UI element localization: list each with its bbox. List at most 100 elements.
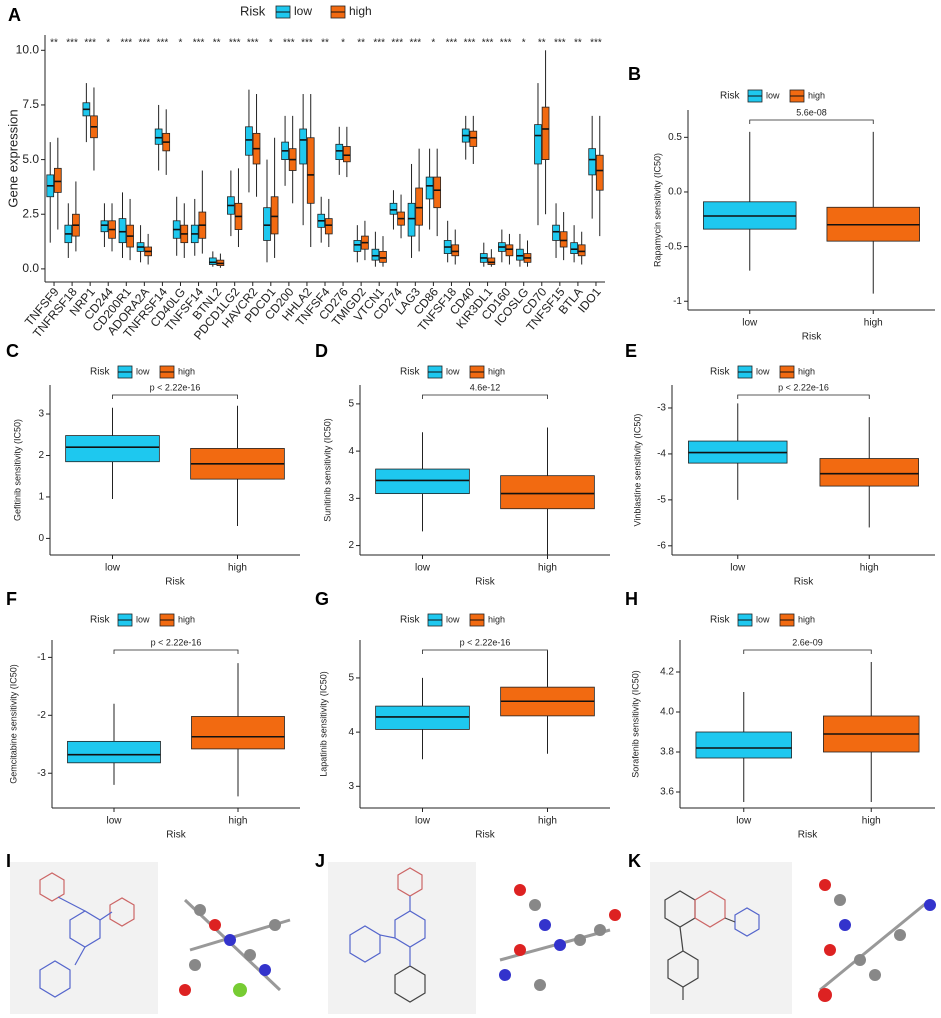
y-axis-label: Sorafenib sensitivity (IC50) xyxy=(630,670,640,778)
significance: *** xyxy=(464,38,476,49)
y-tick-label: 2 xyxy=(348,540,354,551)
y-tick-label: 4 xyxy=(348,446,354,457)
panel: E Risk low high -6 -5 -4 -3 Vinblastine sensitiv… xyxy=(625,341,935,588)
x-axis-label: Risk xyxy=(165,577,185,588)
structure-2d-bg xyxy=(10,862,158,1014)
box xyxy=(487,257,496,265)
y-tick-label: -0.5 xyxy=(665,241,683,252)
x-tick-label: high xyxy=(862,816,881,827)
legend-label: high xyxy=(798,614,815,624)
p-value: p < 2.22e-16 xyxy=(460,637,511,647)
x-tick-label: low xyxy=(106,816,122,827)
box xyxy=(335,143,344,160)
box xyxy=(433,176,442,209)
box xyxy=(588,148,597,176)
panel: F Risk low high -3 -2 -1 Gemcitabine sensitivit… xyxy=(6,589,300,841)
structure-2d xyxy=(664,890,760,1000)
panel-label: D xyxy=(315,341,328,361)
significance: * xyxy=(522,38,526,49)
y-tick-label: -3 xyxy=(37,768,46,779)
box xyxy=(306,137,315,204)
panel: H Risk low high 3.6 3.8 4.0 4.2 Sorafenib sensit… xyxy=(625,589,935,841)
legend-label: low xyxy=(756,614,770,624)
significance: ** xyxy=(357,38,365,49)
significance: ** xyxy=(538,38,546,49)
legend: Risk low high xyxy=(710,365,815,379)
box xyxy=(541,106,550,160)
y-tick-label: 3.6 xyxy=(660,787,674,798)
legend-label: low xyxy=(136,614,150,624)
legend: Risk low high xyxy=(240,3,372,18)
box xyxy=(577,244,586,257)
x-tick-label: high xyxy=(229,816,248,827)
significance: * xyxy=(269,38,273,49)
box xyxy=(270,196,279,235)
legend-title: Risk xyxy=(710,615,730,626)
legend-label: high xyxy=(798,366,815,376)
structure-2d-bg xyxy=(328,862,476,1014)
significance: ** xyxy=(213,38,221,49)
significance: *** xyxy=(391,38,403,49)
y-tick-label: 3.8 xyxy=(660,747,674,758)
box xyxy=(415,187,423,226)
p-value: p < 2.22e-16 xyxy=(151,637,202,647)
box xyxy=(154,128,163,145)
x-axis-label: Risk xyxy=(798,830,818,841)
legend-label: high xyxy=(349,4,372,18)
significance: *** xyxy=(247,38,259,49)
x-axis-label: Risk xyxy=(475,577,495,588)
y-tick-label: -4 xyxy=(657,449,666,460)
legend-title: Risk xyxy=(400,367,420,378)
significance: *** xyxy=(84,38,96,49)
box xyxy=(570,242,578,254)
box xyxy=(53,167,62,193)
y-tick-label: 0 xyxy=(38,533,44,544)
p-value: 4.6e-12 xyxy=(470,382,501,392)
y-tick-label: 5 xyxy=(348,399,354,410)
y-tick-label: 4 xyxy=(348,727,354,738)
box xyxy=(516,248,524,261)
p-value: p < 2.22e-16 xyxy=(150,382,201,392)
x-axis-label: Risk xyxy=(475,830,495,841)
p-bracket xyxy=(422,649,548,654)
box xyxy=(534,124,542,165)
significance: * xyxy=(431,38,435,49)
y-tick-label: 0.0 xyxy=(22,261,39,275)
legend-title: Risk xyxy=(240,3,266,18)
y-tick-label: -3 xyxy=(657,403,666,414)
box xyxy=(245,126,253,156)
box xyxy=(819,458,919,487)
x-axis-label: Risk xyxy=(166,830,186,841)
box xyxy=(695,731,792,759)
x-tick-label: high xyxy=(228,563,247,574)
p-value: 5.6e-08 xyxy=(796,107,827,117)
panel: G Risk low high 3 4 5 Lapatinib sensitivity (IC… xyxy=(315,589,610,841)
significance: *** xyxy=(120,38,132,49)
box xyxy=(552,224,560,241)
legend: Risk low high xyxy=(90,613,195,627)
y-tick-label: 1 xyxy=(38,492,44,503)
significance: *** xyxy=(554,38,566,49)
legend: Risk low high xyxy=(710,613,815,627)
box xyxy=(263,207,271,241)
p-bracket xyxy=(422,394,548,399)
significance: *** xyxy=(590,38,602,49)
significance: *** xyxy=(229,38,241,49)
p-bracket xyxy=(113,649,239,654)
box xyxy=(343,146,351,163)
significance: *** xyxy=(373,38,385,49)
box xyxy=(371,248,380,261)
structure-panel-k xyxy=(650,862,936,1014)
panel-label: E xyxy=(625,341,637,361)
y-tick-label: 5.0 xyxy=(22,152,39,166)
legend: Risk low high xyxy=(90,365,195,379)
box xyxy=(407,202,416,237)
legend-title: Risk xyxy=(90,367,110,378)
box xyxy=(559,231,568,248)
y-tick-label: 7.5 xyxy=(22,97,39,111)
p-bracket xyxy=(737,394,870,399)
box xyxy=(118,218,127,244)
legend: Risk low high xyxy=(720,89,825,103)
significance: * xyxy=(106,38,110,49)
box xyxy=(469,130,478,147)
